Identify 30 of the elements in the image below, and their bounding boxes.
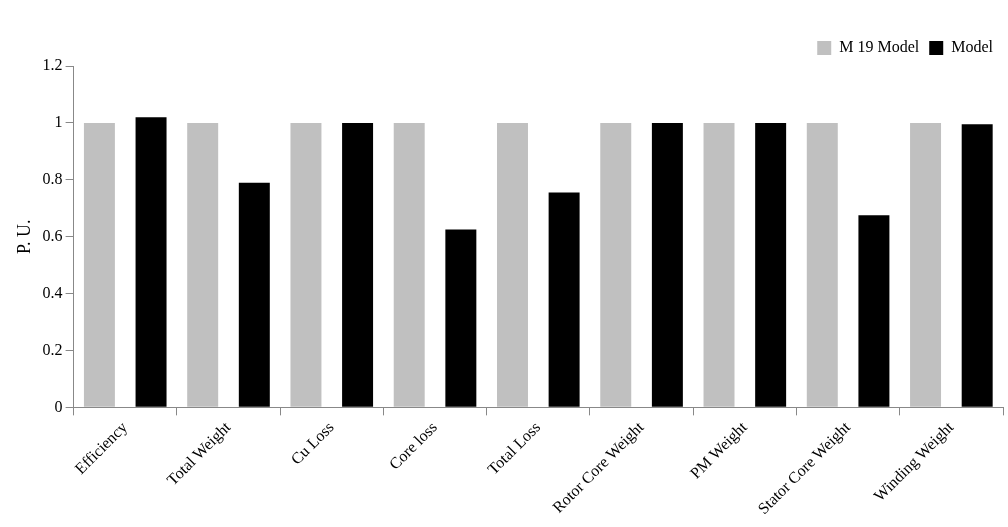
y-axis-title: P. U. bbox=[13, 219, 34, 254]
bar bbox=[342, 122, 374, 407]
bar bbox=[755, 122, 787, 407]
bar bbox=[806, 122, 838, 407]
bar bbox=[393, 122, 425, 407]
y-tick-label: 1.2 bbox=[42, 56, 63, 74]
y-tick-label: 1 bbox=[54, 113, 63, 131]
bar bbox=[135, 117, 167, 407]
bar bbox=[548, 192, 580, 407]
bar bbox=[238, 182, 270, 407]
y-tick-label: 0.2 bbox=[42, 340, 63, 358]
bar bbox=[703, 122, 735, 407]
bar bbox=[496, 122, 528, 407]
bar bbox=[961, 124, 993, 407]
bar bbox=[910, 122, 942, 407]
bar bbox=[858, 215, 890, 407]
y-tick-label: 0 bbox=[54, 397, 63, 415]
bar bbox=[600, 122, 632, 407]
x-tick-label: Cu Loss bbox=[287, 418, 337, 468]
y-tick-label: 0.8 bbox=[42, 169, 63, 187]
bar bbox=[187, 122, 219, 407]
bar bbox=[83, 122, 115, 407]
legend-label: Model bbox=[951, 38, 994, 56]
bar bbox=[651, 122, 683, 407]
y-tick-label: 0.6 bbox=[42, 226, 63, 244]
bar bbox=[445, 229, 477, 407]
x-tick-label: Core loss bbox=[385, 418, 441, 473]
legend-label: M 19 Model bbox=[839, 38, 920, 56]
bar bbox=[290, 122, 322, 407]
y-tick-label: 0.4 bbox=[42, 283, 63, 301]
